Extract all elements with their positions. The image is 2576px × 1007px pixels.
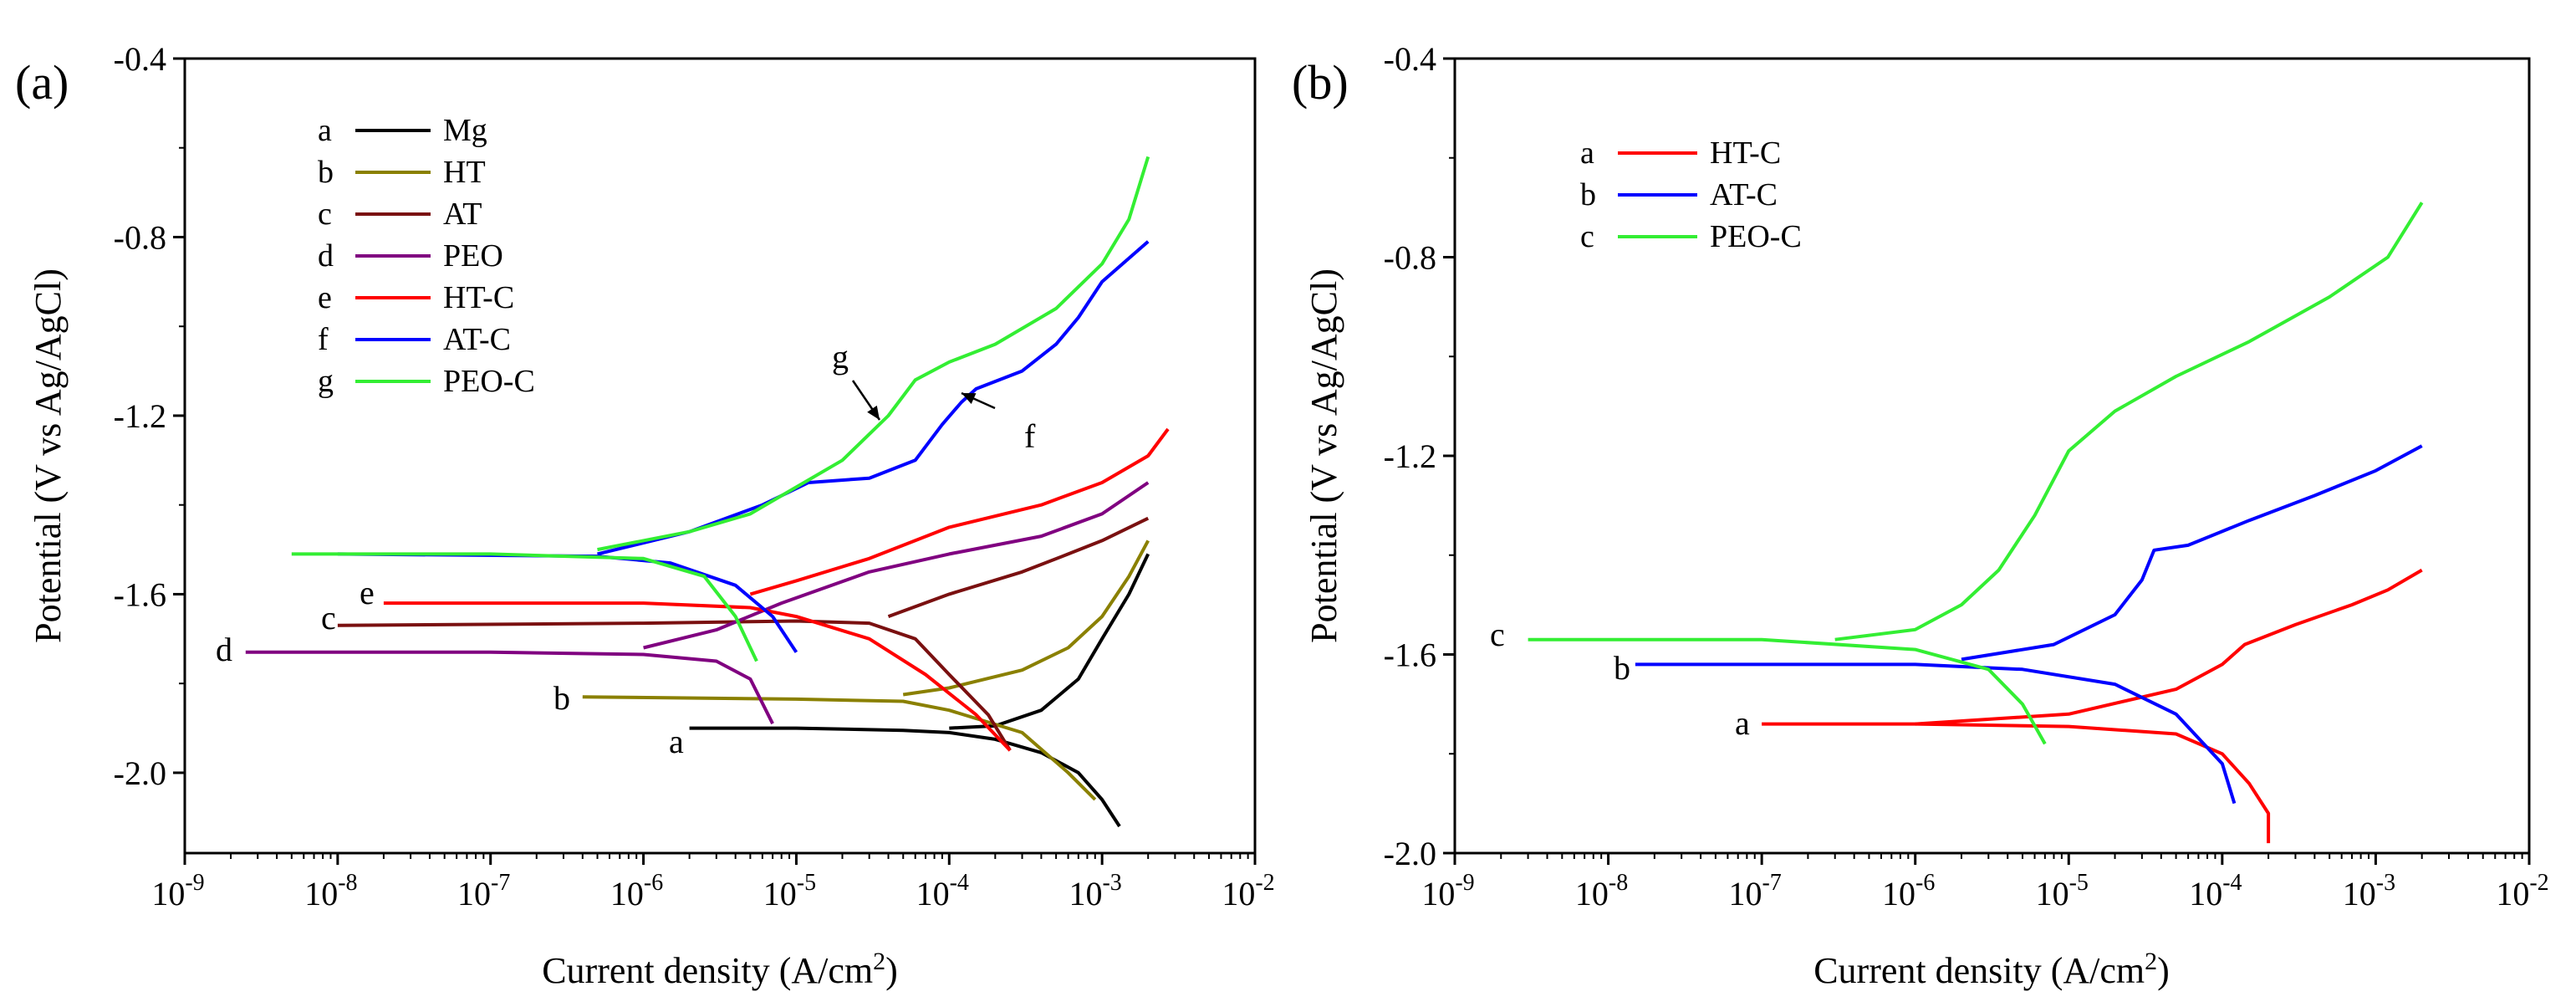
panel-a-ticks: 10-9 10-8 10-7 10-6 10-5 10-4 10-3 10-2 -0.4 -0.8… <box>114 40 1275 912</box>
y-tick-label: -0.4 <box>1384 40 1436 78</box>
x-tick-label: 10-9 <box>1421 870 1474 912</box>
legend-label-d: PEO <box>443 238 503 273</box>
legend-key-b: b <box>318 155 334 190</box>
series-e-anodic-line <box>749 427 1170 596</box>
panel-a-plot-frame <box>183 57 1257 855</box>
x-tick-label: 10-8 <box>1575 870 1628 912</box>
x-tick-label: 10-5 <box>763 870 816 912</box>
series-a-anodic-line <box>1915 568 2423 726</box>
series-b-cathodic-line <box>582 695 1097 801</box>
y-tick-label: -0.8 <box>1384 239 1436 277</box>
legend-label-c: PEO-C <box>1710 219 1802 254</box>
series-d-anodic-line <box>643 481 1150 650</box>
panel-b-plot-frame <box>1453 57 2531 855</box>
series-c-cathodic-line <box>1528 637 2047 745</box>
panel-a-legend: a Mg b HT c AT d PEO e HT-C f AT-C g PEO-C <box>318 113 535 399</box>
y-tick-label: -1.2 <box>114 397 166 435</box>
x-tick-label: 10-5 <box>2036 870 2089 912</box>
x-tick-label: 10-7 <box>457 870 510 912</box>
legend-key-c: c <box>318 197 332 232</box>
panel-b-x-axis-title: Current density (A/cm2) <box>1813 948 2170 991</box>
panel-a-x-axis-title: Current density (A/cm2) <box>542 948 898 991</box>
curve-label-f: f <box>1024 417 1036 455</box>
legend-label-a: Mg <box>443 113 487 148</box>
legend-key-f: f <box>318 322 329 357</box>
x-tick-label: 10-6 <box>610 870 663 912</box>
y-tick-label: -0.4 <box>114 40 166 78</box>
series-f-anodic-line <box>597 240 1150 556</box>
x-tick-label: 10-9 <box>151 870 204 912</box>
legend-label-a: HT-C <box>1710 135 1781 171</box>
y-tick-label: -2.0 <box>1384 835 1436 872</box>
curve-label-b: b <box>1614 649 1630 687</box>
x-tick-label: 10-2 <box>2496 870 2548 912</box>
series-c-anodic-line <box>1834 202 2424 642</box>
legend-key-a: a <box>318 113 332 148</box>
legend-label-b: HT <box>443 155 486 190</box>
x-tick-label: 10-2 <box>1222 870 1274 912</box>
x-tick-label: 10-3 <box>2343 870 2395 912</box>
panel-b: (b) 10-9 10-8 10-7 10-6 10-5 10-4 10-3 10-2 -0.4… <box>1292 40 2549 991</box>
x-tick-label: 10-6 <box>1882 870 1935 912</box>
y-tick-label: -2.0 <box>114 754 166 792</box>
x-tick-label: 10-8 <box>304 870 357 912</box>
panel-a: (a) 10-9 10-8 10-7 10-6 10-5 10-4 10-3 10-2 -0.4… <box>15 40 1275 991</box>
panel-b-label: (b) <box>1292 55 1349 110</box>
curve-label-b: b <box>553 679 570 717</box>
x-tick-label: 10-4 <box>2189 870 2242 912</box>
legend-label-g: PEO-C <box>443 364 535 399</box>
curve-label-c: c <box>321 599 336 636</box>
series-b-anodic-line <box>902 539 1150 697</box>
series-c-cathodic-line <box>337 619 1012 752</box>
legend-label-e: HT-C <box>443 280 514 315</box>
legend-key-c: c <box>1580 219 1594 254</box>
legend-label-b: AT-C <box>1710 177 1778 212</box>
legend-key-b: b <box>1580 177 1596 212</box>
curve-arrowhead-f <box>962 393 977 404</box>
curve-label-c: c <box>1490 616 1505 653</box>
series-b-cathodic-line <box>1635 662 2237 805</box>
y-tick-label: -1.2 <box>1384 437 1436 475</box>
curve-arrowhead-g <box>867 405 880 420</box>
series-a-anodic-line <box>949 553 1150 730</box>
legend-label-f: AT-C <box>443 322 511 357</box>
series-g-anodic-line <box>597 156 1150 552</box>
panel-b-curves <box>1528 202 2424 844</box>
legend-key-a: a <box>1580 135 1594 171</box>
panel-a-curves <box>245 156 1170 828</box>
y-tick-label: -1.6 <box>1384 636 1436 674</box>
series-a-cathodic-line <box>1762 722 2271 844</box>
curve-label-g: g <box>832 338 849 376</box>
legend-key-g: g <box>318 364 334 399</box>
legend-label-c: AT <box>443 197 482 232</box>
y-tick-label: -0.8 <box>114 218 166 256</box>
x-tick-label: 10-7 <box>1728 870 1781 912</box>
series-c-anodic-line <box>887 516 1150 618</box>
panel-b-annotations: a b c <box>1490 616 1750 742</box>
panel-b-y-axis-title: Potential (V vs Ag/AgCl) <box>1303 268 1344 643</box>
series-g-cathodic-line <box>291 552 758 662</box>
legend-key-e: e <box>318 280 332 315</box>
panel-b-legend: a HT-C b AT-C c PEO-C <box>1580 135 1802 254</box>
legend-key-d: d <box>318 238 334 273</box>
series-a-cathodic-line <box>689 726 1121 828</box>
curve-label-a: a <box>669 723 684 760</box>
series-b-anodic-line <box>1961 444 2423 662</box>
curve-label-d: d <box>216 631 232 668</box>
panel-a-y-axis-title: Potential (V vs Ag/AgCl) <box>28 268 69 643</box>
series-d-cathodic-line <box>245 650 774 725</box>
series-e-cathodic-line <box>383 601 1012 752</box>
panel-b-ticks: 10-9 10-8 10-7 10-6 10-5 10-4 10-3 10-2 -0.4 -0.8… <box>1384 40 2549 912</box>
x-tick-label: 10-4 <box>916 870 969 912</box>
panel-a-annotations: a b c d e f g <box>216 338 1036 760</box>
curve-label-a: a <box>1735 704 1750 742</box>
y-tick-label: -1.6 <box>114 575 166 613</box>
panel-a-label: (a) <box>15 55 69 110</box>
x-tick-label: 10-3 <box>1069 870 1121 912</box>
curve-label-e: e <box>360 574 375 611</box>
